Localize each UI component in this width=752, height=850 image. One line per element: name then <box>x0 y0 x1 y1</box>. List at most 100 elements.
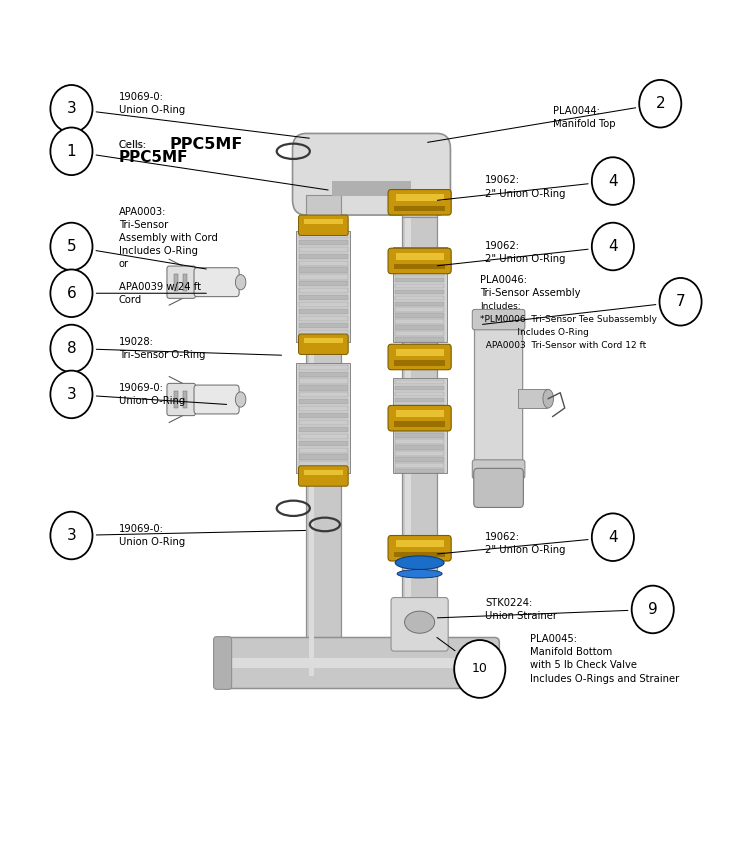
Text: 4: 4 <box>608 173 617 189</box>
Bar <box>299 413 348 418</box>
FancyBboxPatch shape <box>299 334 348 354</box>
Bar <box>183 274 187 291</box>
Bar <box>393 246 447 342</box>
Bar <box>299 420 348 425</box>
Bar <box>394 422 445 427</box>
Text: Manifold Bottom: Manifold Bottom <box>530 647 612 657</box>
Bar <box>396 541 444 547</box>
Bar <box>299 337 348 342</box>
FancyBboxPatch shape <box>388 405 451 431</box>
Text: Union O-Ring: Union O-Ring <box>119 537 185 547</box>
Bar <box>395 463 444 468</box>
FancyBboxPatch shape <box>388 344 451 370</box>
Bar <box>395 290 444 294</box>
Circle shape <box>592 157 634 205</box>
Bar <box>395 272 444 276</box>
Text: 4: 4 <box>608 530 617 545</box>
Bar <box>299 448 348 453</box>
Text: PLA0044:: PLA0044: <box>553 105 599 116</box>
Bar <box>299 365 348 370</box>
Text: 19062:: 19062: <box>485 241 520 251</box>
Circle shape <box>50 371 92 418</box>
Bar <box>396 411 444 417</box>
Text: Union O-Ring: Union O-Ring <box>119 396 185 406</box>
Text: with 5 lb Check Valve: with 5 lb Check Valve <box>530 660 637 671</box>
Bar <box>299 455 348 460</box>
Text: APA0039 w/24 ft: APA0039 w/24 ft <box>119 281 201 292</box>
FancyBboxPatch shape <box>472 460 525 479</box>
FancyBboxPatch shape <box>293 133 450 215</box>
Text: Cells:: Cells: <box>119 139 146 150</box>
Bar <box>395 451 444 456</box>
Text: Manifold Top: Manifold Top <box>553 119 615 129</box>
Text: 7: 7 <box>676 294 685 309</box>
Bar <box>395 392 444 396</box>
Text: 1: 1 <box>67 144 76 159</box>
Bar <box>395 284 444 288</box>
Text: APA0003  Tri-Sensor with Cord 12 ft: APA0003 Tri-Sensor with Cord 12 ft <box>480 341 646 350</box>
Bar <box>393 378 447 473</box>
Bar <box>391 406 448 430</box>
Bar <box>394 264 445 269</box>
Circle shape <box>592 223 634 270</box>
Circle shape <box>50 269 92 317</box>
Text: 6: 6 <box>67 286 76 301</box>
Text: 19069-0:: 19069-0: <box>119 92 164 102</box>
Bar <box>395 410 444 414</box>
Bar <box>299 406 348 411</box>
Bar <box>299 330 348 335</box>
FancyBboxPatch shape <box>167 383 196 416</box>
Bar <box>299 246 348 252</box>
Text: 19062:: 19062: <box>485 175 520 185</box>
Ellipse shape <box>396 556 444 570</box>
Bar <box>299 240 348 245</box>
Bar <box>299 268 348 273</box>
Bar <box>306 196 341 217</box>
Bar <box>391 249 448 273</box>
Bar <box>296 363 350 473</box>
Bar <box>396 253 444 260</box>
Bar <box>299 393 348 398</box>
Bar <box>395 260 444 264</box>
Text: PPC5MF: PPC5MF <box>119 150 188 166</box>
Text: 19069-0:: 19069-0: <box>119 382 164 393</box>
FancyBboxPatch shape <box>474 468 523 507</box>
Bar <box>395 434 444 438</box>
Circle shape <box>660 278 702 326</box>
Bar <box>395 248 444 252</box>
Bar <box>395 278 444 282</box>
Ellipse shape <box>405 611 435 633</box>
Bar <box>309 183 314 676</box>
Bar <box>299 378 348 383</box>
FancyBboxPatch shape <box>194 268 239 297</box>
Bar <box>299 400 348 405</box>
Text: 19069-0:: 19069-0: <box>119 524 164 534</box>
Bar <box>395 380 444 384</box>
Text: Tri-Sensor: Tri-Sensor <box>119 220 168 230</box>
Text: Assembly with Cord: Assembly with Cord <box>119 233 217 243</box>
Bar <box>299 468 348 473</box>
Bar <box>394 360 445 366</box>
Bar <box>395 404 444 408</box>
Text: Tri-Sensor O-Ring: Tri-Sensor O-Ring <box>119 350 205 360</box>
Ellipse shape <box>235 392 246 407</box>
Bar <box>395 398 444 402</box>
Text: Cells:: Cells: <box>119 139 146 150</box>
FancyBboxPatch shape <box>194 385 239 414</box>
Text: *PLM0006  Tri-Sensor Tee Subassembly: *PLM0006 Tri-Sensor Tee Subassembly <box>480 314 656 324</box>
Text: STK0224:: STK0224: <box>485 598 532 608</box>
Bar <box>299 295 348 300</box>
Bar <box>395 439 444 444</box>
Bar <box>395 266 444 270</box>
Bar <box>299 323 348 328</box>
Bar <box>395 302 444 306</box>
Bar <box>296 231 350 342</box>
Bar <box>174 391 178 408</box>
Bar <box>395 254 444 258</box>
Bar <box>395 445 444 450</box>
Bar <box>229 658 490 668</box>
Bar <box>299 385 348 391</box>
Text: 5: 5 <box>67 239 76 254</box>
FancyBboxPatch shape <box>167 266 196 298</box>
Bar <box>299 371 348 377</box>
